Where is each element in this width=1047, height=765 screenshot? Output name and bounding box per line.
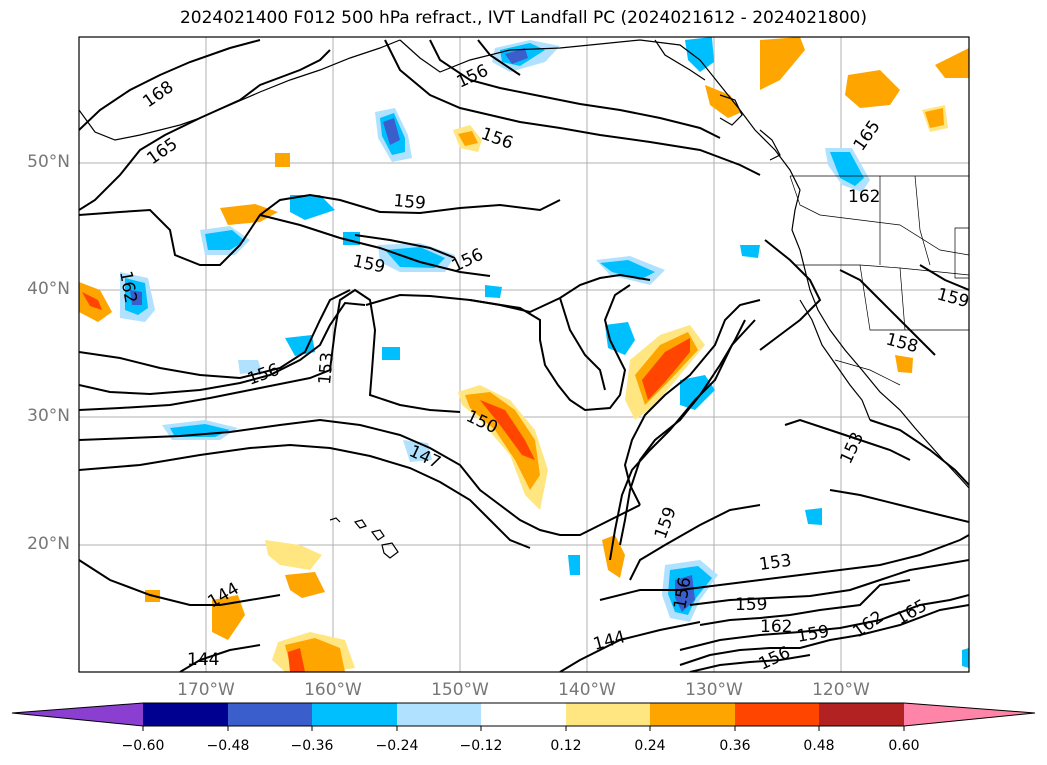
colorbar-tick-label: 0.12: [550, 738, 582, 754]
colorbar-segment: [312, 703, 397, 726]
colorbar-tick-label: 0.36: [719, 738, 751, 754]
lon-label: 120°W: [812, 680, 870, 700]
colorbar-segment: [481, 703, 566, 726]
lon-label: 170°W: [177, 680, 235, 700]
contour-label: 165: [893, 596, 931, 630]
lat-label: 30°N: [27, 406, 70, 426]
lon-label: 130°W: [685, 680, 743, 700]
colorbar-segment: [735, 703, 819, 726]
colorbar-tick-label: −0.48: [206, 738, 250, 754]
colorbar-tick-label: −0.60: [121, 738, 165, 754]
contour-label: 162: [849, 607, 887, 642]
colorbar-segment: [819, 703, 904, 726]
contour-label: 153: [758, 551, 793, 575]
colorbar-segment: [397, 703, 481, 726]
colorbar-tick-label: −0.24: [375, 738, 419, 754]
colorbar-tick-label: −0.12: [459, 738, 503, 754]
colorbar: [11, 702, 1036, 731]
contour-label: 162: [760, 617, 792, 637]
contour-label: 156: [478, 124, 515, 154]
contour-label: 144: [591, 627, 628, 655]
contour-label: 153: [315, 351, 338, 385]
contour-label: 159: [393, 191, 427, 214]
lon-label: 150°W: [431, 680, 489, 700]
lon-label: 160°W: [304, 680, 362, 700]
lat-label: 40°N: [27, 279, 70, 299]
contour-label: 159: [735, 595, 767, 615]
lon-label: 140°W: [558, 680, 616, 700]
colorbar-tick-label: −0.36: [290, 738, 334, 754]
positive-anomaly-patches: [79, 37, 969, 672]
colorbar-segment: [143, 703, 228, 726]
contour-label: 165: [143, 134, 181, 169]
lat-label: 20°N: [27, 534, 70, 554]
map-frame: [78, 36, 970, 673]
colorbar-tick-label: 0.48: [803, 738, 835, 754]
colorbar-segment: [904, 703, 1035, 726]
map-title: 2024021400 F012 500 hPa refract., IVT La…: [179, 8, 867, 28]
contour-label: 156: [449, 245, 487, 277]
colorbar-tick-label: 0.24: [634, 738, 666, 754]
contour-label: 156: [454, 61, 492, 93]
contour-label: 162: [848, 187, 880, 207]
negative-anomaly-patches: [120, 37, 969, 668]
colorbar-tick-label: 0.60: [888, 738, 920, 754]
contour-label: 159: [795, 622, 830, 647]
hawaiian-islands: [329, 517, 399, 559]
graticule: [79, 37, 969, 672]
political-borders: [789, 175, 969, 386]
height-contours: [79, 39, 969, 672]
colorbar-segment: [566, 703, 650, 726]
contour-label: 144: [187, 650, 219, 670]
lat-label: 50°N: [27, 152, 70, 172]
contour-label: 165: [850, 117, 885, 155]
contour-label: 159: [651, 504, 681, 541]
colorbar-segment: [650, 703, 735, 726]
colorbar-segment: [228, 703, 312, 726]
colorbar-segment: [12, 703, 143, 726]
contour-label: 162: [115, 269, 140, 304]
